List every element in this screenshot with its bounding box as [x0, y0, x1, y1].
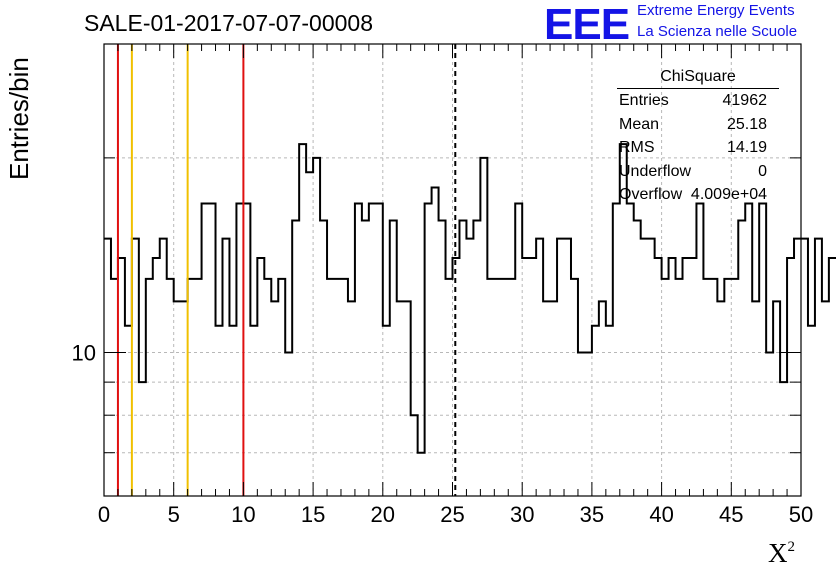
x-axis-label: X2	[768, 538, 795, 569]
stats-row: Entries 41962	[611, 89, 779, 113]
stats-row: Overflow 4.009e+04	[611, 183, 779, 207]
stats-label: Overflow	[619, 183, 682, 207]
axis-tick-labels: 0 5 10 15 20 25 30 35 40 45 50 10	[72, 341, 814, 527]
stats-value: 4.009e+04	[691, 183, 767, 207]
x-tick-label: 30	[510, 502, 534, 527]
x-tick-label: 40	[649, 502, 673, 527]
x-tick-label: 25	[440, 502, 464, 527]
stats-value: 25.18	[727, 113, 767, 137]
stats-value: 14.19	[727, 136, 767, 160]
stats-label: RMS	[619, 136, 655, 160]
x-tick-label: 45	[719, 502, 743, 527]
x-axis-label-text: X	[768, 538, 788, 568]
x-tick-label: 35	[580, 502, 604, 527]
stats-row: RMS 14.19	[611, 136, 779, 160]
x-tick-label: 20	[371, 502, 395, 527]
x-tick-label: 5	[168, 502, 180, 527]
stats-value: 41962	[723, 89, 768, 113]
stats-box-title: ChiSquare	[617, 66, 779, 89]
stats-label: Mean	[619, 113, 659, 137]
eee-logo: EEE	[544, 0, 629, 50]
vertical-markers	[118, 44, 455, 496]
logo-line-2: La Scienza nelle Scuole	[637, 23, 797, 40]
plot-title: SALE-01-2017-07-07-00008	[84, 10, 373, 37]
y-tick-label: 10	[72, 341, 96, 366]
stats-label: Underflow	[619, 160, 691, 184]
y-axis-label: Entries/bin	[4, 57, 35, 180]
logo-line-1: Extreme Energy Events	[637, 2, 795, 19]
stats-value: 0	[758, 160, 767, 184]
stats-row: Mean 25.18	[611, 113, 779, 137]
x-axis-label-exponent: 2	[788, 539, 796, 555]
stats-row: Underflow 0	[611, 160, 779, 184]
x-tick-label: 10	[231, 502, 255, 527]
x-tick-label: 15	[301, 502, 325, 527]
stats-box: ChiSquare Entries 41962 Mean 25.18 RMS 14.1…	[611, 66, 779, 207]
stats-label: Entries	[619, 89, 669, 113]
x-tick-label: 50	[789, 502, 813, 527]
x-tick-label: 0	[98, 502, 110, 527]
